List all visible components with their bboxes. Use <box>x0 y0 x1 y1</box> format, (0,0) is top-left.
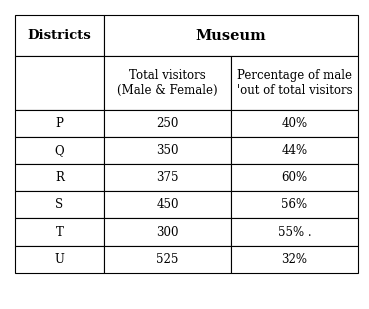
Text: 450: 450 <box>156 198 179 211</box>
Text: Total visitors
(Male & Female): Total visitors (Male & Female) <box>117 69 218 97</box>
Text: 300: 300 <box>156 226 179 239</box>
Text: R: R <box>55 171 64 184</box>
Bar <box>231 164 358 191</box>
Bar <box>15 164 104 191</box>
Text: 44%: 44% <box>282 144 307 157</box>
Text: U: U <box>55 253 64 266</box>
Text: Districts: Districts <box>28 29 91 42</box>
Bar <box>104 56 231 110</box>
Text: 60%: 60% <box>282 171 307 184</box>
Bar <box>15 246 104 273</box>
Text: 32%: 32% <box>282 253 307 266</box>
Bar <box>231 137 358 164</box>
Text: Percentage of male
'out of total visitors: Percentage of male 'out of total visitor… <box>237 69 352 97</box>
Bar <box>104 15 358 56</box>
Text: 375: 375 <box>156 171 179 184</box>
Text: P: P <box>55 117 63 130</box>
Bar <box>15 110 104 137</box>
Bar <box>15 191 104 218</box>
Text: 55% .: 55% . <box>277 226 311 239</box>
Bar <box>104 164 231 191</box>
Bar <box>231 218 358 246</box>
Text: S: S <box>55 198 63 211</box>
Text: Q: Q <box>55 144 64 157</box>
Text: 40%: 40% <box>282 117 307 130</box>
Bar <box>15 15 104 56</box>
Bar <box>104 218 231 246</box>
Bar <box>231 246 358 273</box>
Text: Museum: Museum <box>196 28 266 43</box>
Text: 350: 350 <box>156 144 179 157</box>
Bar <box>15 218 104 246</box>
Bar <box>104 191 231 218</box>
Bar <box>231 56 358 110</box>
Bar <box>15 137 104 164</box>
Bar <box>104 246 231 273</box>
Text: 56%: 56% <box>282 198 307 211</box>
Text: T: T <box>55 226 63 239</box>
Bar <box>15 56 104 110</box>
Bar <box>231 110 358 137</box>
Bar <box>104 110 231 137</box>
Text: 250: 250 <box>156 117 179 130</box>
Text: 525: 525 <box>156 253 179 266</box>
Bar <box>104 137 231 164</box>
Bar <box>231 191 358 218</box>
